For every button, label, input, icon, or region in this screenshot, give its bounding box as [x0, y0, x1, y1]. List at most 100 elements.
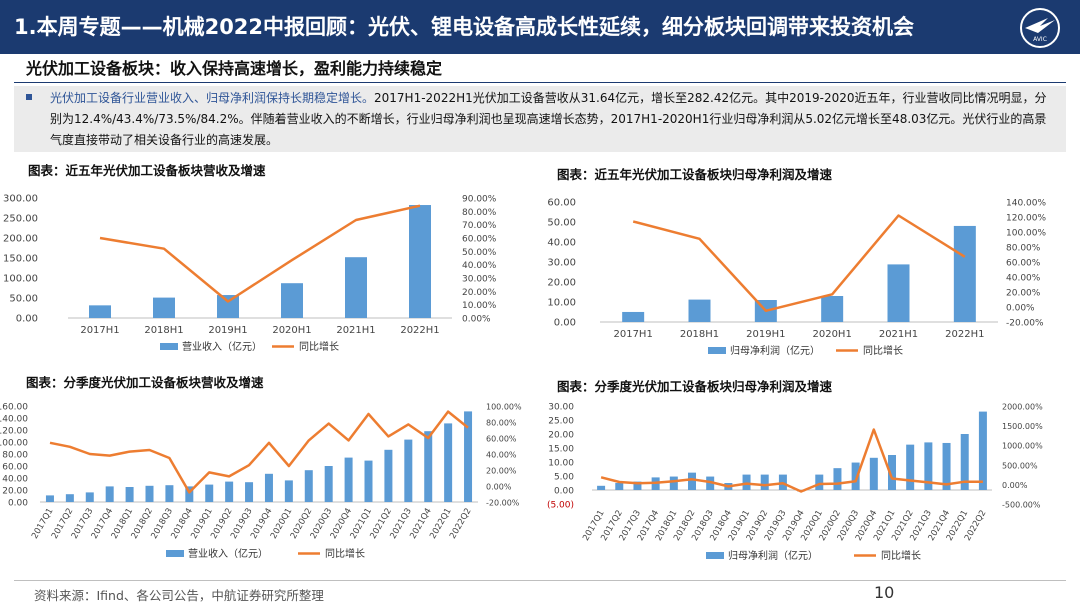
- right-axis-tick-label: 0.00%: [462, 315, 491, 325]
- right-axis-tick-label: 90.00%: [462, 195, 497, 205]
- bar: [364, 460, 373, 502]
- left-axis-tick-label: 100.00: [0, 439, 28, 449]
- subtitle-divider: [14, 82, 1066, 83]
- left-axis-tick-label: 120.00: [0, 427, 28, 437]
- right-axis-tick-label: 70.00%: [462, 221, 497, 231]
- bar: [906, 444, 915, 490]
- right-axis-tick-label: 40.00%: [1006, 274, 1041, 284]
- footer-divider: [14, 580, 1066, 581]
- bar: [742, 474, 751, 490]
- right-axis-tick-label: 80.00%: [486, 419, 517, 428]
- left-axis-tick-label: 50.00: [547, 218, 576, 229]
- right-axis-tick-label: 10.00%: [462, 301, 497, 311]
- legend-bar-swatch: [706, 552, 724, 559]
- right-axis-tick-label: 120.00%: [1006, 214, 1046, 224]
- bar: [165, 485, 174, 502]
- left-axis-tick-label: 40.00: [2, 475, 28, 485]
- logo-text: AVIC: [1033, 36, 1047, 43]
- bar: [869, 457, 878, 490]
- bar: [464, 411, 473, 502]
- right-axis-tick-label: 2000.00%: [1002, 403, 1043, 412]
- left-axis-tick-label: 0.00: [554, 487, 574, 497]
- right-axis-tick-label: 40.00%: [462, 261, 497, 271]
- legend-bar-label: 营业收入（亿元）: [182, 340, 262, 353]
- right-axis-tick-label: 140.00%: [1006, 199, 1046, 209]
- chart-title-revenue-h1: 图表：近五年光伏加工设备板块营收及增速: [28, 163, 266, 178]
- bar: [833, 468, 842, 490]
- legend-bar-swatch: [160, 343, 178, 350]
- left-axis-tick-label: 250.00: [3, 214, 38, 225]
- left-axis-tick-label: 60.00: [2, 463, 28, 473]
- bar: [105, 486, 114, 502]
- bar: [281, 283, 303, 318]
- bar: [821, 296, 844, 322]
- bar: [404, 439, 413, 502]
- left-axis-tick-label: 200.00: [3, 234, 38, 245]
- right-axis-tick-label: 0.00%: [1006, 304, 1035, 314]
- right-axis-tick-label: 20.00%: [462, 288, 497, 298]
- right-axis-tick-label: 80.00%: [1006, 244, 1041, 254]
- series-line: [49, 410, 469, 494]
- right-axis-tick-label: 1000.00%: [1002, 442, 1043, 451]
- left-axis-tick-label: 20.00: [547, 278, 576, 289]
- bar: [688, 299, 711, 322]
- bar: [145, 485, 154, 502]
- bar: [851, 462, 860, 490]
- bar: [284, 480, 293, 502]
- summary-highlight: 光伏加工设备行业营业收入、归母净利润保持长期稳定增长。: [50, 91, 375, 105]
- bar: [615, 483, 624, 490]
- bar: [760, 474, 769, 490]
- right-axis-tick-label: 80.00%: [462, 208, 497, 218]
- bar: [942, 442, 951, 490]
- bar: [978, 411, 987, 490]
- chart-revenue-quarterly: 160.00 140.00 120.00 100.00 80.00 60.00 40.00 2…: [0, 403, 522, 561]
- bar: [409, 205, 431, 318]
- bar: [264, 473, 273, 502]
- right-axis-tick-label: 0.00%: [1002, 481, 1028, 490]
- left-axis-tick-label: 10.00: [547, 298, 576, 309]
- left-axis-tick-label: 40.00: [547, 238, 576, 249]
- category-label: 2022H1: [400, 325, 439, 336]
- chart-profit-quarterly: 30.00 25.00 20.00 15.00 10.00 5.00 0.00 (5.00) 2…: [547, 403, 1043, 563]
- series-line: [600, 428, 983, 493]
- legend-bar-label: 营业收入（亿元）: [188, 547, 268, 560]
- left-axis-tick-label: 140.00: [0, 415, 28, 425]
- chart-title-profit-h1: 图表：近五年光伏加工设备板块归母净利润及增速: [557, 167, 833, 182]
- header-banner: 1.本周专题——机械2022中报回顾：光伏、锂电设备高成长性延续，细分板块回调带…: [0, 0, 1080, 54]
- left-axis-tick-label: 30.00: [547, 258, 576, 269]
- legend-line-label: 同比增长: [325, 547, 365, 560]
- right-axis-tick-label: 0.00%: [486, 483, 512, 492]
- chart-revenue-h1: 300.00 250.00 200.00 150.00 100.00 50.00 0.00 9…: [3, 194, 497, 354]
- legend-line-label: 同比增长: [881, 549, 921, 562]
- category-label: 2020H1: [272, 325, 311, 336]
- left-axis-tick-label: 25.00: [548, 417, 574, 427]
- right-axis-tick-label: -500.00%: [1002, 501, 1041, 510]
- series-line: [632, 214, 966, 313]
- left-axis-tick-label: 0.00: [16, 314, 38, 325]
- legend-line-label: 同比增长: [863, 344, 903, 357]
- bar: [125, 487, 134, 502]
- left-axis-tick-label: 150.00: [3, 254, 38, 265]
- bar: [424, 431, 433, 502]
- bar: [153, 297, 175, 318]
- left-axis-tick-label: 100.00: [3, 274, 38, 285]
- left-axis-tick-label: 5.00: [554, 473, 574, 483]
- avic-logo-icon: AVIC: [1020, 8, 1060, 48]
- bar: [89, 305, 111, 318]
- category-label: 2021H1: [879, 329, 918, 340]
- left-axis-tick-label: 50.00: [9, 294, 38, 305]
- bar: [688, 472, 696, 490]
- bar: [65, 494, 74, 502]
- chart-profit-h1: 60.00 50.00 40.00 30.00 20.00 10.00 0.00 140.00…: [547, 198, 1046, 358]
- category-label: 2018H1: [680, 329, 719, 340]
- bar: [85, 492, 94, 502]
- bar: [887, 264, 910, 322]
- bar: [815, 474, 824, 490]
- right-axis-tick-label: -20.00%: [1006, 319, 1044, 329]
- bar: [185, 486, 194, 502]
- category-label: 2017H1: [80, 325, 119, 336]
- bar: [304, 470, 313, 502]
- right-axis-tick-label: 100.00%: [486, 403, 522, 412]
- left-axis-tick-label: 15.00: [548, 445, 574, 455]
- right-axis-tick-label: 500.00%: [1002, 461, 1038, 470]
